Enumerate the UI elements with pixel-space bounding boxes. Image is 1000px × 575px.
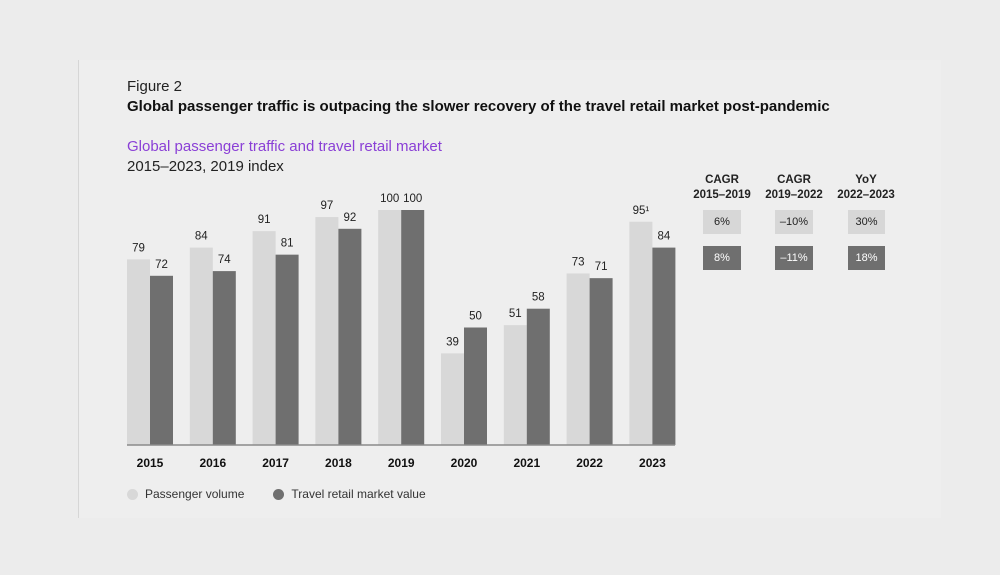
x-tick-2020: 2020 bbox=[451, 456, 478, 470]
data-label-passenger-2016: 84 bbox=[195, 231, 208, 243]
data-label-retail-2020: 50 bbox=[469, 311, 482, 323]
growth-header-1: CAGR 2015–2019 bbox=[682, 173, 762, 203]
bar-retail-2021 bbox=[526, 308, 550, 445]
x-tick-2018: 2018 bbox=[325, 456, 352, 470]
bar-retail-2017 bbox=[275, 254, 299, 445]
chart-title: Global passenger traffic and travel reta… bbox=[127, 138, 442, 155]
bar-passenger-2015 bbox=[127, 259, 150, 445]
data-label-retail-2021: 58 bbox=[532, 292, 545, 304]
data-label-passenger-2015: 79 bbox=[132, 242, 145, 254]
data-label-passenger-2019: 100 bbox=[380, 193, 399, 205]
x-tick-2016: 2016 bbox=[199, 456, 226, 470]
x-tick-2017: 2017 bbox=[262, 456, 289, 470]
growth-header-3-line2: 2022–2023 bbox=[837, 189, 895, 201]
bar-passenger-2020 bbox=[441, 353, 464, 445]
growth-retail-1: 8% bbox=[703, 246, 741, 270]
data-label-retail-2017: 81 bbox=[281, 238, 294, 250]
x-tick-2015: 2015 bbox=[137, 456, 164, 470]
bar-passenger-2019 bbox=[378, 210, 402, 445]
bar-retail-2023 bbox=[652, 247, 676, 445]
bar-passenger-2023 bbox=[629, 221, 653, 445]
chart-subtitle: 2015–2023, 2019 index bbox=[127, 158, 284, 175]
chart-legend: Passenger volume Travel retail market va… bbox=[127, 487, 455, 501]
data-label-retail-2018: 92 bbox=[344, 212, 357, 224]
growth-header-1-line1: CAGR bbox=[705, 174, 739, 186]
growth-header-1-line2: 2015–2019 bbox=[693, 189, 751, 201]
legend-item-passenger: Passenger volume bbox=[127, 487, 244, 501]
bar-retail-2016 bbox=[212, 271, 236, 445]
x-tick-2019: 2019 bbox=[388, 456, 415, 470]
legend-swatch-passenger bbox=[127, 488, 138, 500]
bar-retail-2018 bbox=[338, 228, 362, 445]
data-label-retail-2019: 100 bbox=[403, 193, 422, 205]
x-tick-2021: 2021 bbox=[513, 456, 540, 470]
bar-retail-2019 bbox=[401, 210, 425, 445]
x-tick-2022: 2022 bbox=[576, 456, 603, 470]
data-label-retail-2022: 71 bbox=[595, 261, 608, 273]
growth-header-2-line2: 2019–2022 bbox=[765, 189, 823, 201]
bar-retail-2022 bbox=[589, 278, 613, 445]
growth-passenger-2: –10% bbox=[775, 210, 813, 234]
bar-passenger-2022 bbox=[566, 273, 590, 445]
data-label-passenger-2018: 97 bbox=[321, 200, 334, 212]
growth-passenger-1: 6% bbox=[703, 210, 741, 234]
legend-label-retail: Travel retail market value bbox=[291, 487, 426, 501]
growth-retail-3: 18% bbox=[848, 246, 885, 270]
data-label-retail-2015: 72 bbox=[155, 259, 168, 271]
bar-passenger-2017 bbox=[252, 231, 276, 445]
figure-label: Figure 2 bbox=[127, 78, 183, 95]
growth-passenger-3: 30% bbox=[848, 210, 885, 234]
bar-retail-2020 bbox=[464, 327, 487, 445]
bar-retail-2015 bbox=[150, 275, 173, 445]
data-label-passenger-2020: 39 bbox=[446, 336, 459, 348]
bar-passenger-2018 bbox=[315, 217, 339, 445]
growth-retail-2: –11% bbox=[775, 246, 813, 270]
data-label-retail-2016: 74 bbox=[218, 254, 231, 266]
growth-header-2-line1: CAGR bbox=[777, 174, 811, 186]
growth-header-3: YoY 2022–2023 bbox=[826, 173, 906, 203]
growth-header-2: CAGR 2019–2022 bbox=[754, 173, 834, 203]
figure-title: Global passenger traffic is outpacing th… bbox=[127, 98, 830, 115]
legend-label-passenger: Passenger volume bbox=[145, 487, 245, 501]
bar-passenger-2021 bbox=[503, 325, 527, 445]
legend-swatch-retail bbox=[273, 488, 285, 500]
x-tick-2023: 2023 bbox=[639, 456, 666, 470]
data-label-passenger-2022: 73 bbox=[572, 256, 585, 268]
growth-header-3-line1: YoY bbox=[855, 174, 877, 186]
data-label-passenger-2023: 95¹ bbox=[633, 205, 650, 217]
data-label-passenger-2021: 51 bbox=[509, 308, 522, 320]
bar-passenger-2016 bbox=[189, 247, 213, 445]
data-label-retail-2023: 84 bbox=[658, 231, 671, 243]
data-label-passenger-2017: 91 bbox=[258, 214, 271, 226]
legend-item-retail: Travel retail market value bbox=[273, 487, 426, 501]
